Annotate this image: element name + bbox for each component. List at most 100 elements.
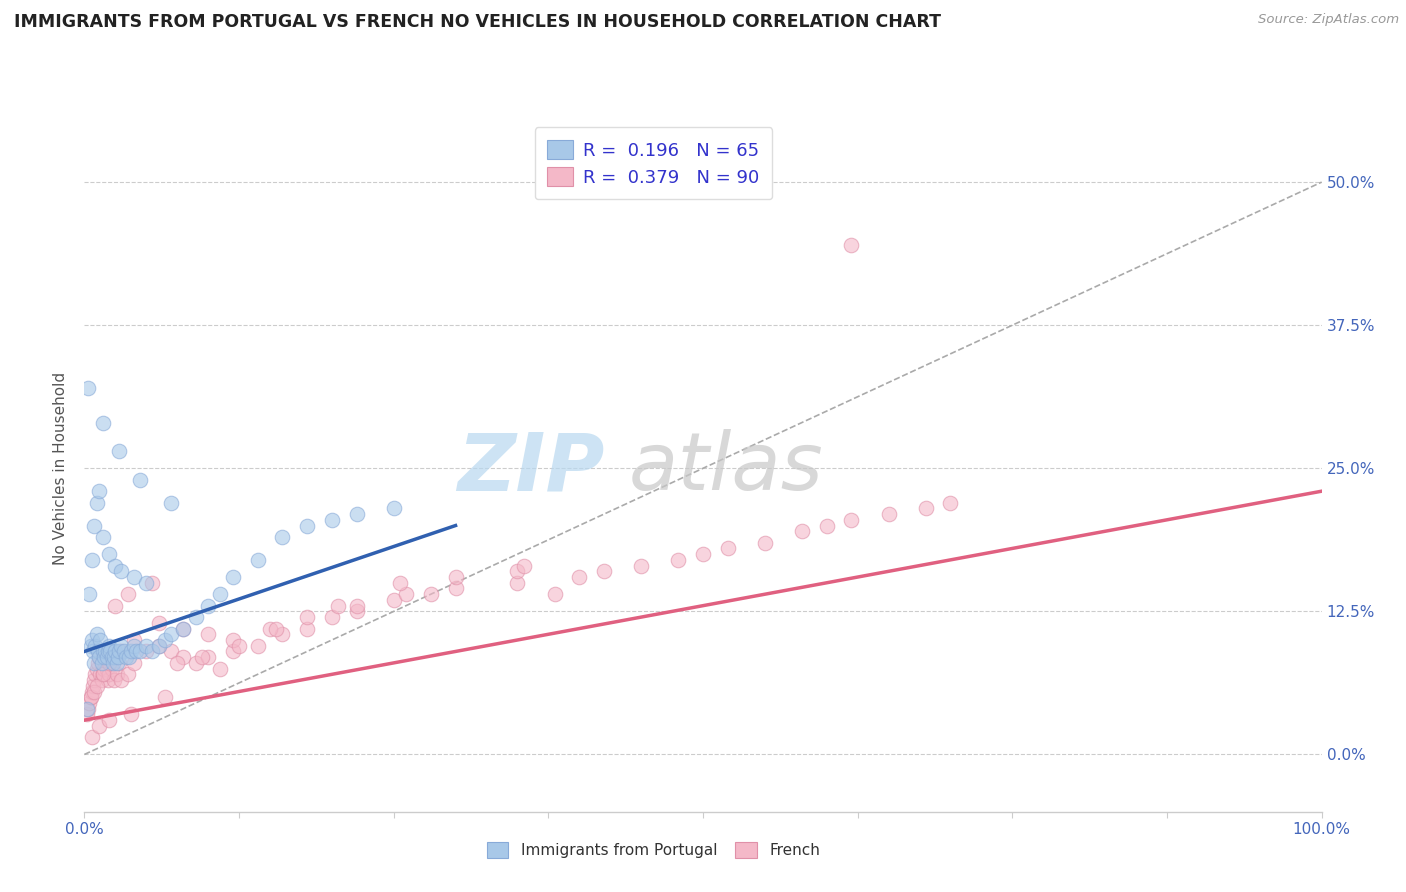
Point	[98, 639, 121, 653]
Point	[110, 673, 132, 687]
Point	[506, 565, 529, 579]
Point	[96, 650, 118, 665]
Point	[117, 667, 139, 681]
Point	[209, 662, 232, 676]
Point	[117, 587, 139, 601]
Point	[172, 622, 194, 636]
Point	[153, 690, 176, 705]
Point	[295, 622, 318, 636]
Point	[382, 593, 405, 607]
Point	[184, 610, 207, 624]
Point	[506, 575, 529, 590]
Point	[666, 553, 689, 567]
Point	[512, 558, 534, 573]
Point	[86, 627, 108, 641]
Point	[259, 622, 281, 636]
Point	[82, 644, 104, 658]
Point	[98, 713, 121, 727]
Point	[166, 656, 188, 670]
Point	[84, 639, 107, 653]
Point	[93, 650, 115, 665]
Legend: Immigrants from Portugal, French: Immigrants from Portugal, French	[479, 835, 828, 866]
Point	[100, 662, 122, 676]
Point	[101, 656, 124, 670]
Point	[79, 587, 101, 601]
Point	[91, 667, 114, 681]
Point	[914, 501, 936, 516]
Point	[90, 673, 112, 687]
Point	[790, 524, 813, 539]
Point	[108, 644, 131, 658]
Point	[295, 518, 318, 533]
Point	[104, 558, 127, 573]
Point	[91, 530, 114, 544]
Point	[197, 650, 219, 665]
Point	[98, 656, 121, 670]
Point	[444, 570, 467, 584]
Point	[160, 644, 183, 658]
Point	[108, 444, 131, 458]
Point	[105, 667, 128, 681]
Point	[89, 484, 111, 499]
Point	[84, 667, 107, 681]
Point	[246, 553, 269, 567]
Point	[110, 644, 132, 658]
Point	[89, 650, 111, 665]
Point	[172, 622, 194, 636]
Point	[388, 575, 411, 590]
Point	[83, 656, 105, 670]
Point	[122, 570, 145, 584]
Point	[568, 570, 591, 584]
Point	[120, 707, 142, 722]
Point	[153, 633, 176, 648]
Point	[82, 679, 104, 693]
Point	[80, 684, 103, 698]
Point	[89, 650, 111, 665]
Point	[939, 496, 962, 510]
Point	[419, 587, 441, 601]
Point	[94, 656, 117, 670]
Point	[112, 644, 135, 658]
Point	[122, 656, 145, 670]
Point	[87, 656, 110, 670]
Point	[89, 667, 111, 681]
Point	[135, 644, 157, 658]
Point	[89, 719, 111, 733]
Point	[346, 599, 368, 613]
Point	[125, 644, 148, 658]
Point	[148, 639, 170, 653]
Point	[122, 639, 145, 653]
Point	[77, 381, 100, 395]
Point	[197, 627, 219, 641]
Point	[79, 690, 101, 705]
Point	[197, 599, 219, 613]
Point	[135, 575, 157, 590]
Point	[122, 633, 145, 648]
Point	[321, 513, 343, 527]
Point	[295, 610, 318, 624]
Point	[98, 547, 121, 561]
Point	[346, 507, 368, 521]
Point	[91, 416, 114, 430]
Point	[222, 570, 245, 584]
Point	[76, 701, 98, 715]
Point	[80, 553, 103, 567]
Point	[160, 496, 183, 510]
Point	[91, 667, 114, 681]
Point	[86, 662, 108, 676]
Point	[382, 501, 405, 516]
Point	[841, 238, 863, 252]
Point	[115, 650, 138, 665]
Point	[877, 507, 900, 521]
Point	[97, 644, 120, 658]
Text: ZIP: ZIP	[457, 429, 605, 508]
Point	[135, 639, 157, 653]
Point	[841, 513, 863, 527]
Point	[104, 644, 127, 658]
Point	[118, 650, 141, 665]
Point	[754, 535, 776, 549]
Point	[326, 599, 349, 613]
Point	[100, 650, 122, 665]
Point	[108, 656, 131, 670]
Point	[103, 673, 125, 687]
